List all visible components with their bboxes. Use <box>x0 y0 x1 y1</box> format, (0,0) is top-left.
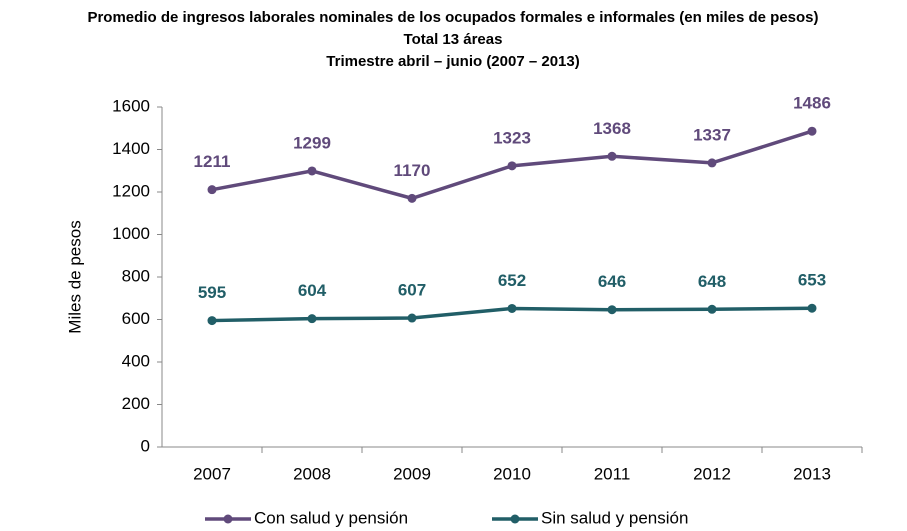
y-tick-label: 1400 <box>112 139 150 158</box>
data-point <box>307 166 317 176</box>
y-tick-label: 1000 <box>112 224 150 243</box>
data-label: 1368 <box>593 119 631 138</box>
data-point <box>407 193 417 203</box>
data-label: 652 <box>498 271 526 290</box>
data-label: 595 <box>198 283 226 302</box>
data-point <box>507 303 517 313</box>
x-tick-label: 2007 <box>193 464 231 483</box>
data-point <box>207 316 217 326</box>
y-tick-label: 1600 <box>112 96 150 115</box>
legend-label: Con salud y pensión <box>254 508 408 527</box>
data-label: 648 <box>698 272 726 291</box>
y-axis-label: Miles de pesos <box>65 220 84 333</box>
data-point <box>807 126 817 136</box>
x-tick-label: 2012 <box>693 464 731 483</box>
x-tick-label: 2013 <box>793 464 831 483</box>
legend-marker <box>510 514 520 524</box>
y-tick-label: 200 <box>122 394 150 413</box>
chart-subtitle: Trimestre abril – junio (2007 – 2013) <box>326 53 579 70</box>
data-label: 653 <box>798 271 826 290</box>
data-label: 1299 <box>293 133 331 152</box>
x-tick-label: 2011 <box>594 464 631 483</box>
y-tick-label: 400 <box>122 351 150 370</box>
y-tick-label: 800 <box>122 266 150 285</box>
data-label: 1486 <box>793 94 831 113</box>
x-tick-label: 2008 <box>293 464 331 483</box>
data-label: 1337 <box>693 125 731 144</box>
chart-subtitle: Total 13 áreas <box>404 31 503 48</box>
chart-title: Promedio de ingresos laborales nominales… <box>87 9 818 26</box>
data-label: 1323 <box>493 128 531 147</box>
x-tick-label: 2009 <box>393 464 431 483</box>
data-label: 1211 <box>194 152 231 171</box>
x-tick-label: 2010 <box>493 464 531 483</box>
data-label: 1170 <box>394 161 431 180</box>
data-label: 607 <box>398 280 426 299</box>
legend-label: Sin salud y pensión <box>541 508 688 527</box>
data-point <box>707 304 717 314</box>
data-point <box>607 305 617 315</box>
legend-marker <box>223 514 233 524</box>
data-point <box>307 314 317 324</box>
data-point <box>407 313 417 323</box>
y-tick-label: 600 <box>122 309 150 328</box>
y-tick-label: 0 <box>141 436 150 455</box>
data-point <box>707 158 717 168</box>
y-tick-label: 1200 <box>112 181 150 200</box>
data-point <box>207 185 217 195</box>
data-point <box>807 303 817 313</box>
data-point <box>607 151 617 161</box>
data-point <box>507 161 517 171</box>
data-label: 646 <box>598 272 626 291</box>
data-label: 604 <box>298 281 327 300</box>
